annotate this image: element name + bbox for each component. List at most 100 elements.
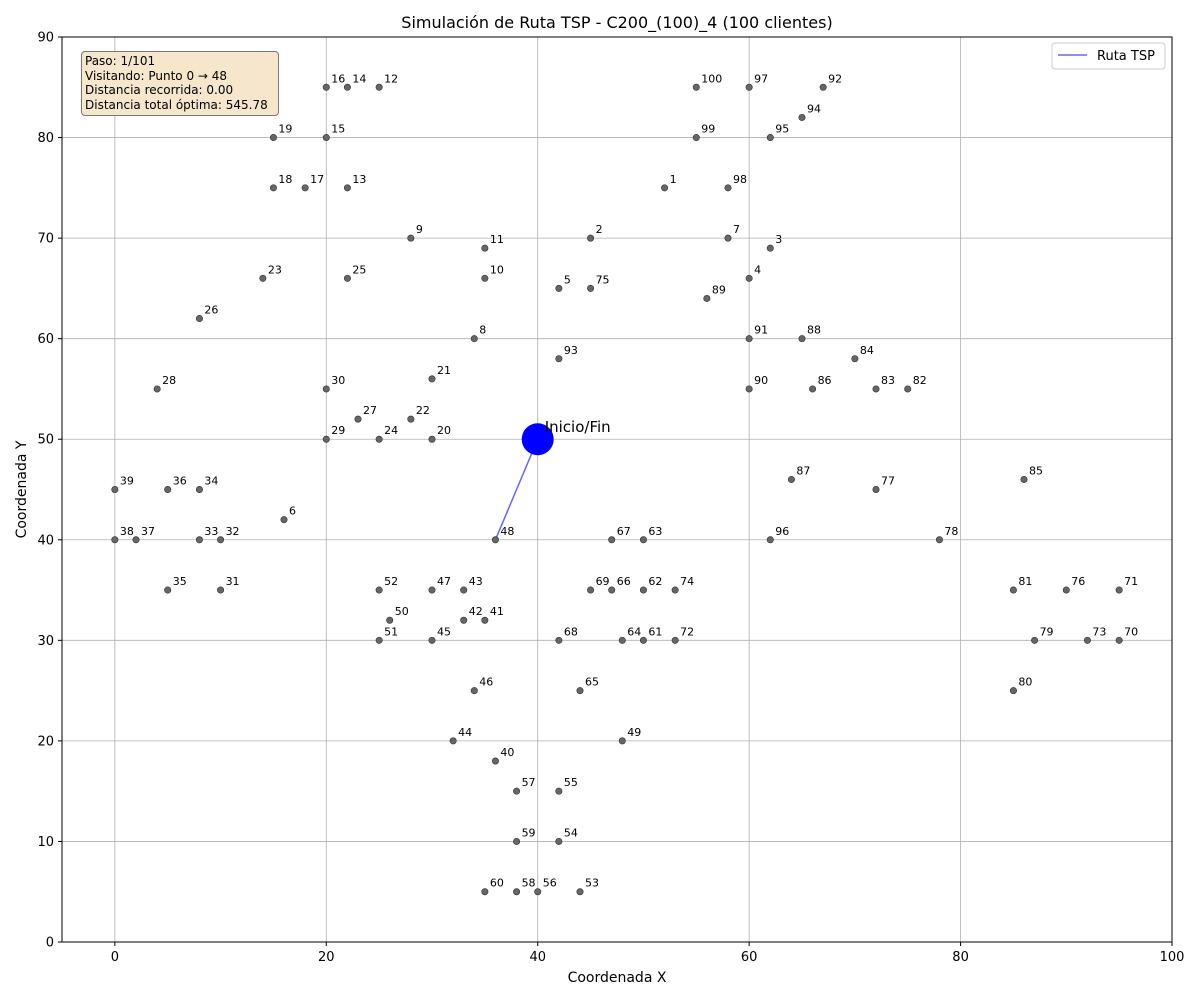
point-label-48: 48 [500,525,514,538]
customer-point-77 [872,485,880,493]
customer-point-48 [491,536,499,544]
point-label-28: 28 [162,374,176,387]
point-label-68: 68 [564,625,578,638]
simulation-info-box: Paso: 1/101 Visitando: Punto 0 → 48 Dist… [81,51,279,116]
customer-point-36 [164,485,172,493]
customer-point-49 [618,737,626,745]
customer-point-10 [481,274,489,282]
point-label-50: 50 [395,605,409,618]
point-label-13: 13 [352,173,366,186]
point-label-44: 44 [458,726,472,739]
point-label-84: 84 [860,344,874,357]
customer-point-46 [470,687,478,695]
step-text: Paso: 1/101 [85,54,156,68]
point-label-24: 24 [384,424,398,437]
optimal-distance-text: Distancia total óptima: 545.78 [85,97,268,112]
point-label-30: 30 [331,374,345,387]
point-label-67: 67 [617,525,631,538]
point-label-34: 34 [204,475,218,488]
customer-point-57 [513,787,521,795]
customer-point-92 [819,83,827,91]
point-label-35: 35 [173,575,187,588]
point-label-70: 70 [1124,625,1138,638]
point-label-16: 16 [331,72,345,85]
customer-point-79 [1031,636,1039,644]
point-label-55: 55 [564,776,578,789]
customer-point-28 [153,385,161,393]
customer-point-69 [587,586,595,594]
point-label-27: 27 [363,404,377,417]
customer-point-95 [766,134,774,142]
customer-point-27 [354,415,362,423]
customer-point-43 [460,586,468,594]
customer-point-29 [322,435,330,443]
point-label-7: 7 [733,223,740,236]
point-label-78: 78 [944,525,958,538]
point-label-57: 57 [522,776,536,789]
customer-point-45 [428,636,436,644]
customer-point-93 [555,355,563,363]
customer-point-2 [587,234,595,242]
point-label-3: 3 [775,233,782,246]
customer-point-98 [724,184,732,192]
customer-point-91 [745,335,753,343]
customer-point-14 [343,83,351,91]
point-label-92: 92 [828,72,842,85]
grid [62,36,1173,943]
customer-point-87 [787,475,795,483]
customer-point-67 [608,536,616,544]
customer-point-100 [692,83,700,91]
point-label-6: 6 [289,505,296,518]
point-label-90: 90 [754,374,768,387]
point-label-54: 54 [564,826,578,839]
point-label-19: 19 [278,123,292,136]
point-label-86: 86 [818,374,832,387]
point-label-83: 83 [881,374,895,387]
y-tick-label: 30 [37,634,54,649]
customer-point-13 [343,184,351,192]
point-label-17: 17 [310,173,324,186]
customer-point-35 [164,586,172,594]
customer-point-71 [1115,586,1123,594]
x-tick-label: 80 [952,950,969,965]
customer-point-78 [935,536,943,544]
point-label-71: 71 [1124,575,1138,588]
point-label-75: 75 [596,273,610,286]
customer-point-37 [132,536,140,544]
point-label-22: 22 [416,404,430,417]
y-tick-label: 80 [37,131,54,146]
customer-point-81 [1009,586,1017,594]
customer-point-11 [481,244,489,252]
customer-point-61 [639,636,647,644]
customer-point-38 [111,536,119,544]
point-label-52: 52 [384,575,398,588]
customer-point-33 [195,536,203,544]
customer-point-94 [798,113,806,121]
customer-point-34 [195,485,203,493]
customer-point-18 [269,184,277,192]
point-label-81: 81 [1018,575,1032,588]
point-label-5: 5 [564,273,571,286]
customer-point-59 [513,837,521,845]
point-label-63: 63 [648,525,662,538]
customer-point-5 [555,284,563,292]
customer-point-96 [766,536,774,544]
point-label-66: 66 [617,575,631,588]
customer-point-26 [195,315,203,323]
customer-point-22 [407,415,415,423]
customer-point-90 [745,385,753,393]
distance-traveled-text: Distancia recorrida: 0.00 [85,83,234,97]
point-label-31: 31 [226,575,240,588]
point-label-65: 65 [585,676,599,689]
point-label-100: 100 [701,72,722,85]
customer-point-12 [375,83,383,91]
customer-point-62 [639,586,647,594]
legend: Ruta TSP [1051,42,1166,70]
point-label-60: 60 [490,877,504,890]
point-label-29: 29 [331,424,345,437]
customer-point-40 [491,757,499,765]
customer-point-4 [745,274,753,282]
point-label-72: 72 [680,625,694,638]
point-label-82: 82 [913,374,927,387]
point-label-8: 8 [479,324,486,337]
